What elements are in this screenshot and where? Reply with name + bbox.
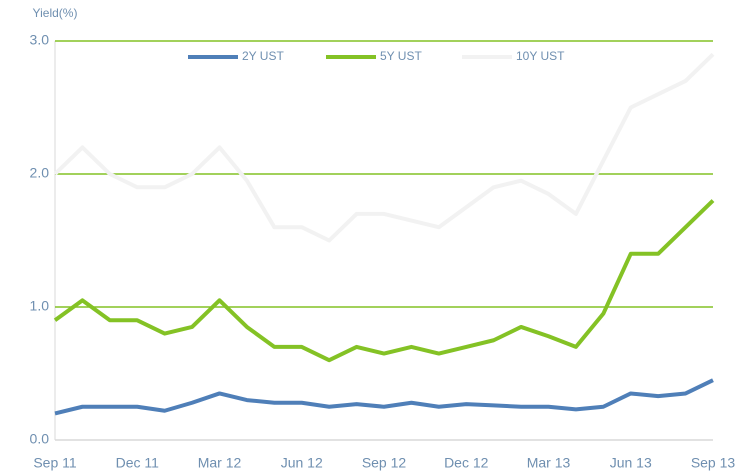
x-tick-label: Jun 12 (281, 455, 323, 471)
line (54, 378, 714, 416)
line (53, 52, 715, 243)
y-tick-label: 1.0 (30, 298, 50, 314)
y-tick-label: 2.0 (30, 165, 50, 181)
legend-label: 2Y UST (242, 49, 284, 63)
line (53, 199, 715, 363)
x-tick-label: Sep 13 (691, 455, 736, 471)
y-axis-label: Yield(%) (33, 6, 78, 20)
x-tick-label: Dec 12 (444, 455, 489, 471)
legend-label: 5Y UST (380, 49, 422, 63)
x-tick-label: Mar 12 (198, 455, 242, 471)
x-tick-label: Jun 13 (610, 455, 652, 471)
x-tick-label: Sep 11 (33, 455, 77, 471)
y-tick-label: 3.0 (30, 32, 50, 48)
y-tick-label: 0.0 (30, 431, 50, 447)
x-tick-label: Sep 12 (362, 455, 407, 471)
x-tick-label: Mar 13 (527, 455, 571, 471)
x-tick-label: Dec 11 (116, 455, 160, 471)
legend-label: 10Y UST (516, 49, 565, 63)
